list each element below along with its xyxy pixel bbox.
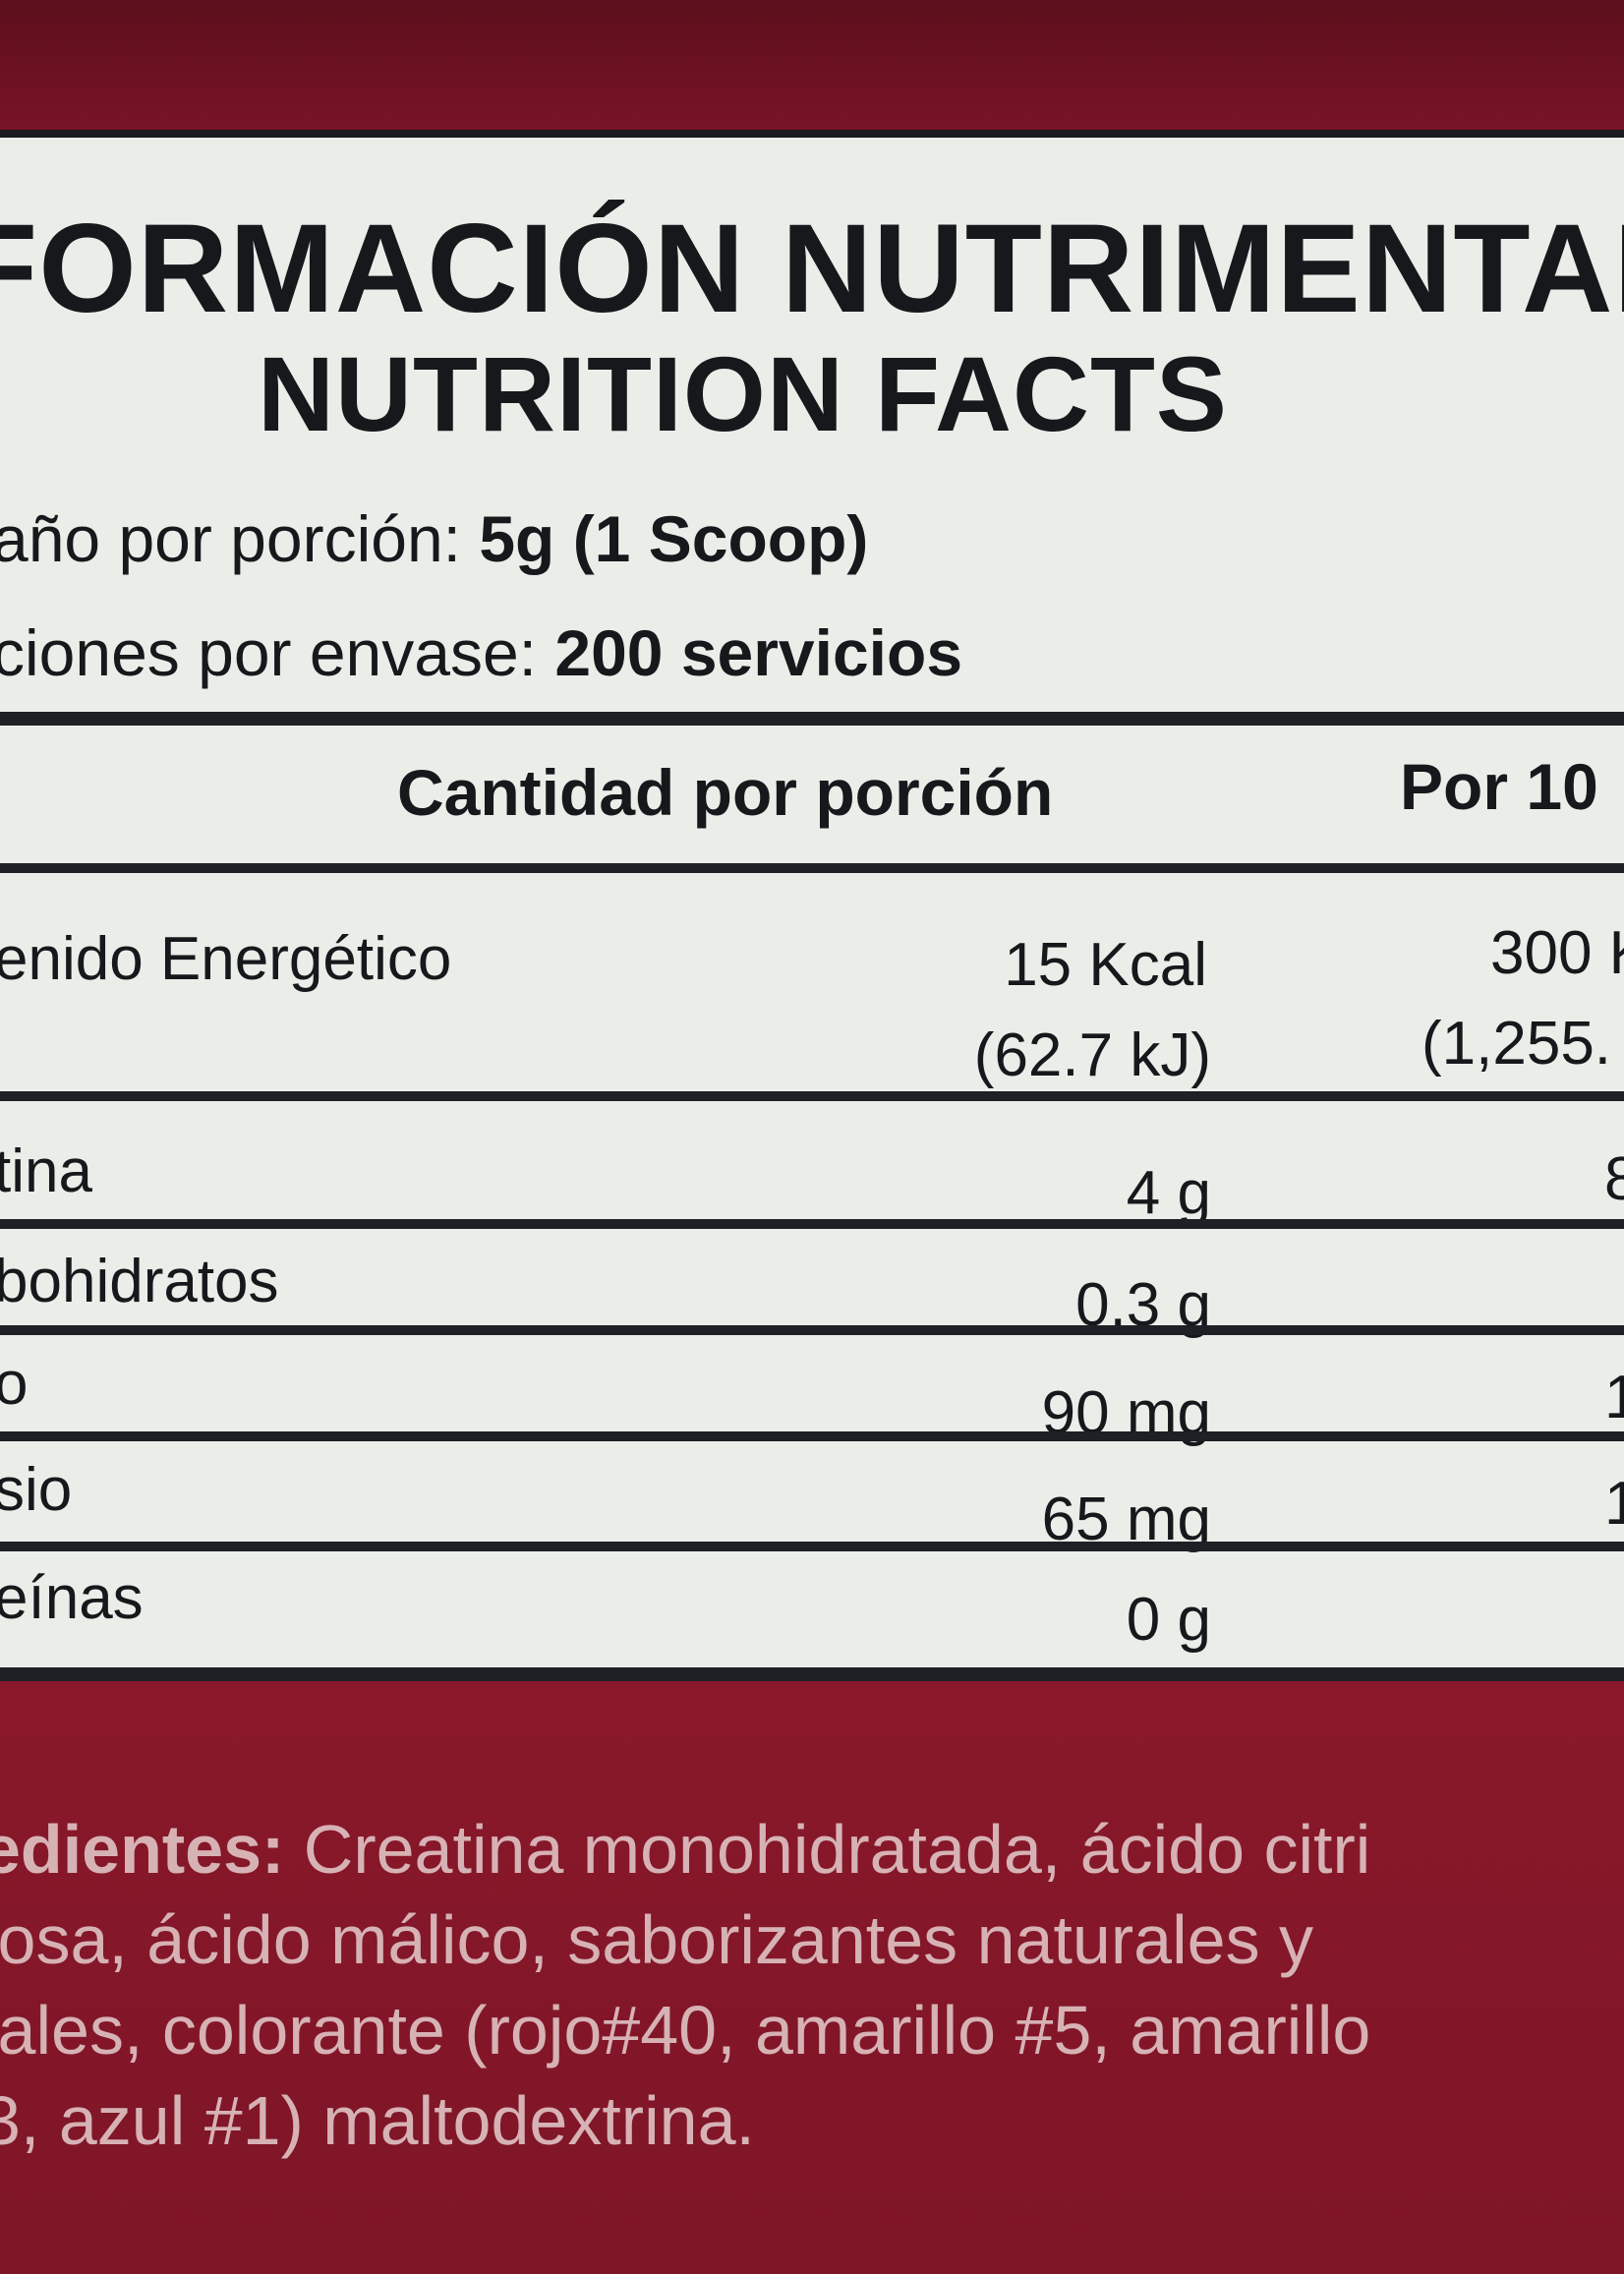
row-carbs-name: bohidratos [0, 1248, 279, 1315]
serving-size: año por porción: 5g (1 Scoop) [0, 501, 868, 576]
row-energy-per100: 300 K [1490, 919, 1624, 987]
title-spanish: FORMACIÓN NUTRIMENTAL [0, 199, 1624, 339]
row-sodium-name: o [0, 1350, 29, 1418]
column-header-per-serving: Cantidad por porción [397, 756, 1054, 829]
divider-bottom [0, 1667, 1624, 1681]
row-creatine-name: tina [0, 1137, 92, 1205]
divider-row-3 [0, 1325, 1624, 1335]
row-energy-name: enido Energético [0, 925, 452, 993]
row-protein-amount: 0 g [1126, 1586, 1211, 1654]
row-creatine-per100: 8 [1604, 1145, 1624, 1213]
row-sodium-per100: 1 [1604, 1364, 1624, 1431]
divider-header [0, 863, 1624, 873]
row-creatine-amount: 4 g [1126, 1159, 1211, 1227]
divider-row-2 [0, 1219, 1624, 1229]
row-energy-amount-kj: (62.7 kJ) [973, 1021, 1211, 1089]
column-header-per-100: Por 10 [1400, 750, 1598, 823]
row-energy-per100-kj: (1,255. [1421, 1010, 1612, 1078]
ingredients-line-4: 3, azul #1) maltodextrina. [0, 2082, 755, 2159]
serving-size-label: año por porción: [0, 502, 461, 575]
nutrition-label: FORMACIÓN NUTRIMENTAL NUTRITION FACTS añ… [0, 138, 1624, 1681]
ingredients-label: edientes: [0, 1811, 285, 1888]
servings-per-container: ciones por envase: 200 servicios [0, 615, 962, 690]
serving-size-value: 5g (1 Scoop) [479, 502, 869, 575]
ingredients-line-1-text: Creatina monohidratada, ácido citri [303, 1811, 1371, 1888]
ingredients-line-1: edientes: Creatina monohidratada, ácido … [0, 1804, 1370, 1895]
row-potassium-per100: 1 [1604, 1470, 1624, 1538]
ingredients-line-2: losa, ácido málico, saborizantes natural… [0, 1901, 1314, 1978]
ingredients-line-3: iales, colorante (rojo#40, amarillo #5, … [0, 1992, 1371, 2069]
servings-label: ciones por envase: [0, 616, 538, 689]
divider-row-4 [0, 1431, 1624, 1441]
servings-value: 200 servicios [554, 616, 963, 689]
row-protein-name: eínas [0, 1564, 144, 1632]
divider-row-5 [0, 1542, 1624, 1551]
divider-thick [0, 712, 1624, 726]
divider-row-1 [0, 1091, 1624, 1101]
row-potassium-name: sio [0, 1456, 73, 1524]
title-english: NUTRITION FACTS [258, 334, 1228, 453]
row-energy-amount: 15 Kcal [1004, 931, 1207, 999]
